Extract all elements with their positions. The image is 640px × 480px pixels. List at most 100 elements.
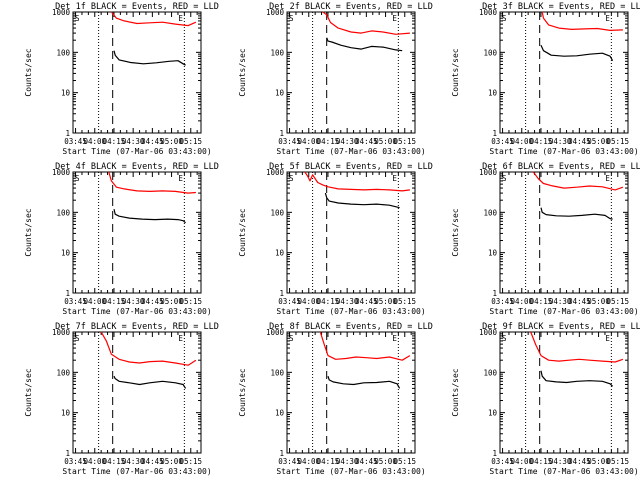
series-line-lld: [108, 171, 196, 194]
y-axis-label: Counts/sec: [451, 208, 460, 256]
chart-title: Det 1f BLACK = Events, RED = LLD: [55, 2, 219, 12]
x-tick-label: 04:15: [317, 457, 340, 466]
x-tick-label: 04:30: [122, 297, 145, 306]
chart-title: Det 5f BLACK = Events, RED = LLD: [269, 162, 433, 172]
series-line-events: [540, 207, 613, 220]
start-marker-label: S: [75, 174, 80, 183]
y-tick-label: 1000: [266, 328, 285, 337]
plot-frame: [286, 171, 416, 294]
y-tick-label: 10: [275, 249, 285, 258]
x-tick-label: 03:45: [491, 297, 514, 306]
chart-title: Det 2f BLACK = Events, RED = LLD: [269, 2, 433, 12]
y-tick-label: 1000: [266, 8, 285, 17]
x-tick-label: 05:15: [179, 137, 202, 146]
x-tick-label: 04:15: [317, 137, 340, 146]
x-tick-label: 04:15: [530, 297, 553, 306]
x-tick-label: 04:30: [336, 297, 359, 306]
y-tick-label: 1000: [52, 8, 71, 17]
y-tick-label: 10: [275, 409, 285, 418]
start-marker-label: S: [75, 14, 80, 23]
y-axis-label: Counts/sec: [451, 368, 460, 416]
end-marker-label: E: [605, 174, 610, 183]
end-marker-label: E: [178, 14, 183, 23]
x-tick-label: 04:00: [510, 457, 533, 466]
x-tick-label: 04:30: [549, 137, 572, 146]
series-line-lld: [304, 171, 410, 192]
x-tick-label: 04:15: [103, 297, 126, 306]
panel-det-9: 1 10 100 1000 03:4504:0004:1504:3004:4505:00…: [451, 322, 640, 476]
y-tick-label: 1: [492, 289, 497, 298]
chart-title: Det 9f BLACK = Events, RED = LLD: [482, 322, 640, 332]
y-tick-label: 100: [483, 208, 497, 217]
y-tick-label: 1000: [52, 168, 71, 177]
x-tick-label: 04:45: [355, 457, 378, 466]
x-tick-label: 04:45: [141, 137, 164, 146]
x-tick-label: 04:30: [336, 137, 359, 146]
y-tick-label: 10: [61, 249, 71, 258]
start-marker-label: S: [75, 334, 80, 343]
x-tick-label: 05:15: [393, 137, 416, 146]
x-tick-label: 05:15: [179, 297, 202, 306]
x-tick-label: 04:15: [103, 457, 126, 466]
x-tick-label: 05:00: [160, 297, 183, 306]
panel-det-2: 1 10 100 1000 03:4504:0004:1504:3004:4505:00…: [238, 2, 433, 156]
chart-title: Det 6f BLACK = Events, RED = LLD: [482, 162, 640, 172]
x-tick-label: 04:45: [568, 137, 591, 146]
y-tick-label: 10: [488, 89, 498, 98]
x-axis-label: Start Time (07-Mar-06 03:43:00): [62, 147, 211, 156]
panel-det-6: 1 10 100 1000 03:4504:0004:1504:3004:4505:00…: [451, 162, 640, 316]
plot-frame: [499, 171, 629, 294]
y-tick-label: 1000: [479, 328, 498, 337]
y-axis-label: Counts/sec: [238, 208, 247, 256]
y-tick-label: 10: [61, 409, 71, 418]
y-tick-label: 100: [56, 48, 70, 57]
x-tick-label: 05:00: [160, 137, 183, 146]
plot-frame: [499, 11, 629, 134]
panel-det-5: 1 10 100 1000 03:4504:0004:1504:3004:4505:00…: [238, 162, 433, 316]
y-tick-label: 10: [488, 409, 498, 418]
y-tick-label: 100: [483, 368, 497, 377]
x-axis-label: Start Time (07-Mar-06 03:43:00): [62, 467, 211, 476]
start-marker-label: S: [289, 14, 294, 23]
y-tick-label: 1: [279, 129, 284, 138]
x-tick-label: 04:30: [336, 457, 359, 466]
plot-frame: [72, 331, 202, 454]
y-tick-label: 1: [65, 289, 70, 298]
chart-title: Det 3f BLACK = Events, RED = LLD: [482, 2, 640, 12]
panel-det-8: 1 10 100 1000 03:4504:0004:1504:3004:4505:00…: [238, 322, 433, 476]
x-tick-label: 05:00: [374, 137, 397, 146]
series-line-lld: [319, 331, 411, 361]
y-tick-label: 1: [65, 449, 70, 458]
x-tick-label: 04:00: [297, 137, 320, 146]
end-marker-label: E: [605, 334, 610, 343]
y-tick-label: 10: [488, 249, 498, 258]
x-tick-label: 03:45: [491, 137, 514, 146]
x-tick-label: 04:15: [530, 137, 553, 146]
y-tick-label: 10: [61, 89, 71, 98]
y-tick-label: 100: [270, 208, 284, 217]
x-axis-label: Start Time (07-Mar-06 03:43:00): [276, 467, 425, 476]
plot-frame: [499, 331, 629, 454]
x-tick-label: 05:15: [179, 457, 202, 466]
x-tick-label: 04:00: [83, 137, 106, 146]
series-line-events: [327, 376, 401, 389]
series-line-events: [113, 50, 186, 66]
x-axis-label: Start Time (07-Mar-06 03:43:00): [276, 147, 425, 156]
y-tick-label: 10: [275, 89, 285, 98]
y-tick-label: 1000: [266, 168, 285, 177]
x-tick-label: 05:00: [374, 457, 397, 466]
x-tick-label: 04:30: [549, 457, 572, 466]
y-tick-label: 100: [270, 48, 284, 57]
x-axis-label: Start Time (07-Mar-06 03:43:00): [489, 147, 638, 156]
y-axis-label: Counts/sec: [24, 368, 33, 416]
end-marker-label: E: [178, 334, 183, 343]
panel-det-3: 1 10 100 1000 03:4504:0004:1504:3004:4505:00…: [451, 2, 640, 156]
x-tick-label: 03:45: [278, 137, 301, 146]
plot-frame: [72, 171, 202, 294]
x-tick-label: 04:45: [568, 457, 591, 466]
start-marker-label: S: [502, 334, 507, 343]
plot-frame: [72, 11, 202, 134]
y-tick-label: 1: [65, 129, 70, 138]
x-tick-label: 04:00: [510, 297, 533, 306]
x-tick-label: 05:00: [587, 297, 610, 306]
